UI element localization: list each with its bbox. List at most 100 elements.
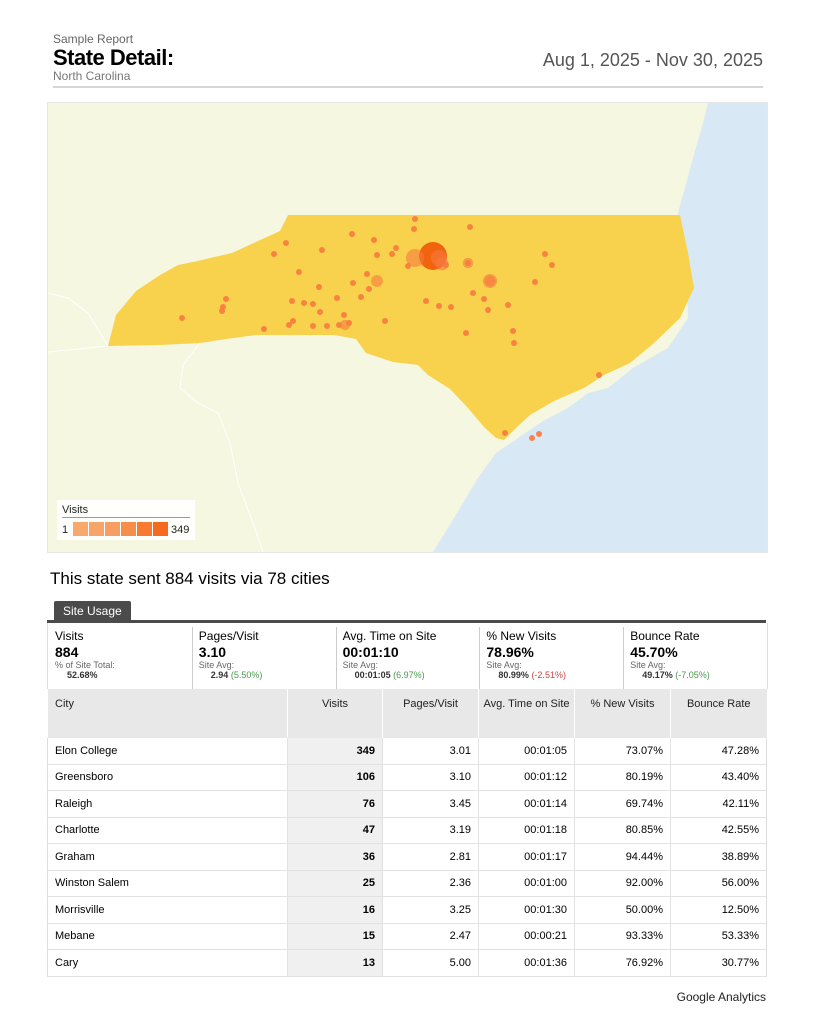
visit-marker[interactable] [290, 318, 296, 324]
visit-marker[interactable] [532, 279, 538, 285]
visit-marker[interactable] [349, 231, 355, 237]
visit-marker[interactable] [382, 318, 388, 324]
visit-marker[interactable] [179, 315, 185, 321]
visit-marker[interactable] [485, 307, 491, 313]
visit-marker[interactable] [411, 226, 417, 232]
metric-site-avg-value: 00:01:05 [354, 670, 391, 680]
legend-swatch [89, 522, 104, 536]
table-row[interactable]: Raleigh 76 3.45 00:01:14 69.74% 42.11% [47, 790, 767, 818]
visit-marker[interactable] [470, 290, 476, 296]
visit-marker[interactable] [510, 328, 516, 334]
visit-marker[interactable] [536, 431, 542, 437]
table-row[interactable]: Mebane 15 2.47 00:00:21 93.33% 53.33% [47, 923, 767, 950]
cell-visits: 47 [287, 817, 383, 844]
cell-new-visits: 80.19% [574, 764, 671, 791]
visit-marker-large[interactable] [435, 257, 449, 271]
cell-city[interactable]: Raleigh [47, 790, 288, 818]
tab-divider [47, 620, 766, 623]
visit-marker-large[interactable] [484, 275, 496, 287]
metrics-bar: Visits 884% of Site Total: 52.68% Pages/Vi… [47, 623, 768, 689]
visit-marker[interactable] [319, 247, 325, 253]
metric-card: Pages/Visit 3.10 Site Avg: 2.94 (5.50%) [191, 623, 336, 689]
visit-marker[interactable] [364, 271, 370, 277]
table-row[interactable]: Winston Salem 25 2.36 00:01:00 92.00% 56.00% [47, 870, 767, 897]
visit-marker[interactable] [350, 280, 356, 286]
cell-visits: 106 [287, 764, 383, 791]
visit-marker-large[interactable] [339, 319, 351, 331]
cell-city[interactable]: Mebane [47, 923, 288, 950]
visit-marker-large[interactable] [371, 275, 383, 287]
cell-new-visits: 94.44% [574, 843, 671, 871]
visit-marker[interactable] [324, 323, 330, 329]
visit-marker[interactable] [423, 298, 429, 304]
table-row[interactable]: Morrisville 16 3.25 00:01:30 50.00% 12.50% [47, 896, 767, 924]
legend-max: 349 [171, 524, 190, 536]
visit-marker[interactable] [549, 262, 555, 268]
cell-city[interactable]: Graham [47, 843, 288, 871]
cell-pages-visit: 3.25 [382, 896, 479, 924]
visit-marker[interactable] [289, 298, 295, 304]
visit-marker[interactable] [366, 286, 372, 292]
cell-city[interactable]: Charlotte [47, 817, 288, 844]
visit-marker[interactable] [393, 245, 399, 251]
table-row[interactable]: Graham 36 2.81 00:01:17 94.44% 38.89% [47, 843, 767, 871]
visit-marker[interactable] [296, 269, 302, 275]
visit-marker[interactable] [436, 303, 442, 309]
cell-pages-visit: 2.81 [382, 843, 479, 871]
date-range: Aug 1, 2025 - Nov 30, 2025 [542, 50, 763, 70]
visit-marker[interactable] [334, 295, 340, 301]
visit-marker[interactable] [502, 430, 508, 436]
visit-marker[interactable] [389, 251, 395, 257]
visit-marker[interactable] [542, 251, 548, 257]
cell-city[interactable]: Cary [47, 949, 288, 977]
cell-visits: 36 [287, 843, 383, 871]
visit-marker[interactable] [220, 304, 226, 310]
metric-delta: (5.50%) [230, 670, 263, 680]
visit-marker[interactable] [316, 284, 322, 290]
metric-value: 00:01:10 [342, 644, 399, 660]
cell-city[interactable]: Winston Salem [47, 870, 288, 897]
visit-marker[interactable] [448, 304, 454, 310]
visit-marker[interactable] [317, 309, 323, 315]
tab-site-usage[interactable]: Site Usage [54, 601, 131, 621]
visit-marker[interactable] [463, 330, 469, 336]
visit-marker[interactable] [358, 294, 364, 300]
cell-pages-visit: 3.01 [382, 738, 479, 765]
visit-marker-large[interactable] [462, 257, 474, 269]
cell-city[interactable]: Greensboro [47, 764, 288, 791]
column-header-bounce-rate[interactable]: Bounce Rate [670, 689, 767, 738]
visit-marker[interactable] [467, 224, 473, 230]
visit-marker[interactable] [341, 312, 347, 318]
visit-marker[interactable] [310, 301, 316, 307]
column-header-pages-visit[interactable]: Pages/Visit [382, 689, 479, 738]
visit-marker[interactable] [286, 322, 292, 328]
column-header-new-visits[interactable]: % New Visits [574, 689, 671, 738]
visit-marker[interactable] [283, 240, 289, 246]
visit-marker[interactable] [301, 300, 307, 306]
visit-marker[interactable] [596, 372, 602, 378]
column-header-city[interactable]: City [47, 689, 288, 738]
report-subtitle: Sample Report [53, 32, 134, 46]
visit-marker-large[interactable] [405, 248, 425, 268]
cell-avg-time: 00:01:00 [478, 870, 575, 897]
cell-city[interactable]: Elon College [47, 738, 288, 765]
visit-marker[interactable] [223, 296, 229, 302]
visit-marker[interactable] [261, 326, 267, 332]
cell-visits: 25 [287, 870, 383, 897]
visit-marker[interactable] [529, 435, 535, 441]
table-row[interactable]: Elon College 349 3.01 00:01:05 73.07% 47.28% [47, 738, 767, 765]
table-row[interactable]: Charlotte 47 3.19 00:01:18 80.85% 42.55% [47, 817, 767, 844]
visit-marker[interactable] [505, 302, 511, 308]
visit-marker[interactable] [481, 296, 487, 302]
column-header-avg-time[interactable]: Avg. Time on Site [478, 689, 575, 738]
visit-marker[interactable] [511, 340, 517, 346]
table-row[interactable]: Greensboro 106 3.10 00:01:12 80.19% 43.40% [47, 764, 767, 791]
visit-marker[interactable] [371, 237, 377, 243]
column-header-visits[interactable]: Visits [287, 689, 383, 738]
visit-marker[interactable] [310, 323, 316, 329]
visit-marker[interactable] [412, 216, 418, 222]
table-row[interactable]: Cary 13 5.00 00:01:36 76.92% 30.77% [47, 949, 767, 977]
cell-city[interactable]: Morrisville [47, 896, 288, 924]
visit-marker[interactable] [374, 252, 380, 258]
visit-marker[interactable] [271, 251, 277, 257]
